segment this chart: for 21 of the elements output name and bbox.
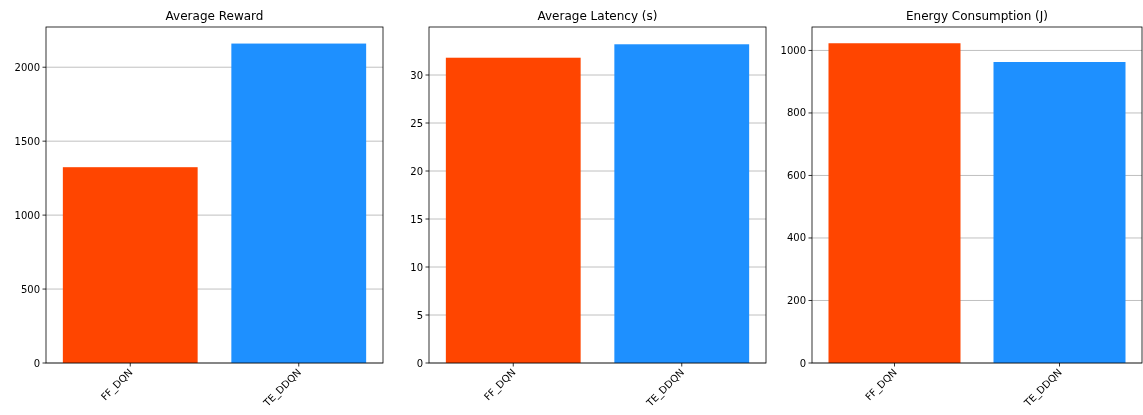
- y-tick-label: 1500: [14, 135, 40, 147]
- chart-title: Energy Consumption (J): [905, 9, 1049, 23]
- y-tick-label: 25: [410, 117, 423, 129]
- chart-title: Average Latency (s): [537, 9, 658, 23]
- y-tick-label: 5: [416, 309, 423, 321]
- y-tick-label: 600: [786, 169, 806, 181]
- chart-title: Average Reward: [165, 9, 264, 23]
- y-tick-label: 0: [799, 357, 806, 369]
- y-tick-label: 800: [786, 107, 806, 119]
- y-tick-label: 15: [410, 213, 423, 225]
- y-tick-label: 2000: [14, 61, 40, 73]
- y-tick-label: 30: [410, 69, 423, 81]
- y-tick-label: 1000: [14, 209, 40, 221]
- y-tick-label: 0: [33, 357, 40, 369]
- y-tick-label: 20: [410, 165, 423, 177]
- y-tick-label: 1000: [780, 44, 806, 56]
- y-tick-label: 10: [410, 261, 423, 273]
- y-tick-label: 400: [786, 232, 806, 244]
- y-tick-label: 500: [20, 283, 40, 295]
- y-tick-label: 0: [416, 357, 423, 369]
- y-tick-label: 200: [786, 294, 806, 306]
